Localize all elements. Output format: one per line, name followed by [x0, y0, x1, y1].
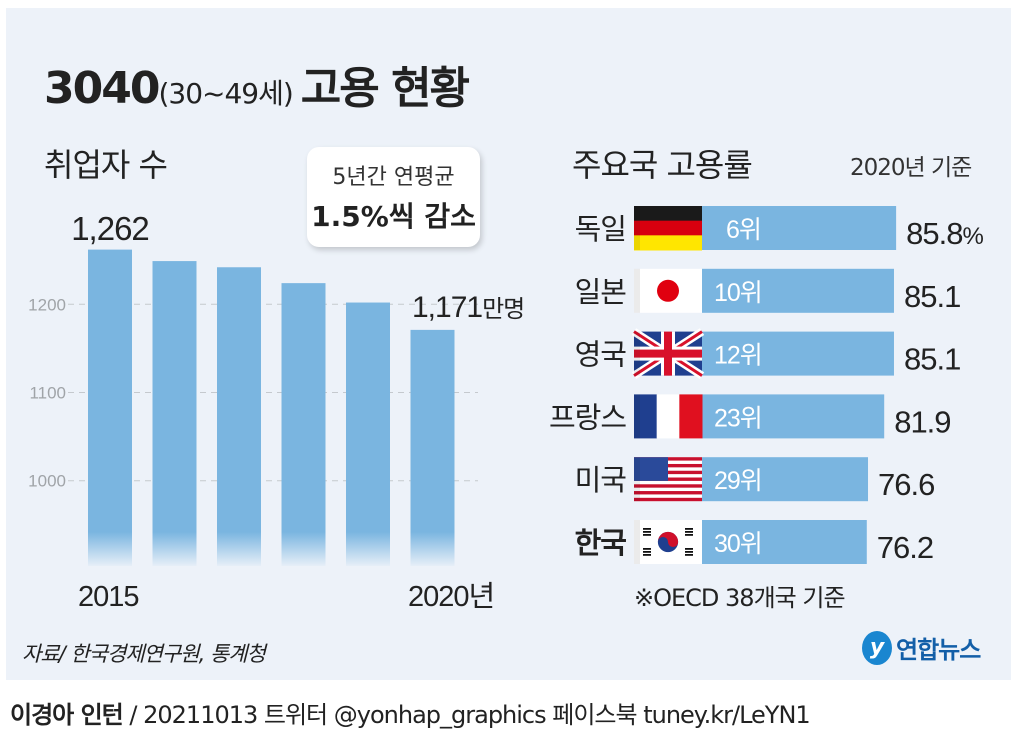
value-label: 76.2	[877, 530, 933, 565]
uk-flag-icon	[631, 328, 705, 379]
bar-2019	[346, 302, 390, 566]
employment-bar-독일	[702, 206, 897, 250]
value-number: 81.9	[894, 404, 950, 439]
y-tick-label: 1100	[29, 384, 66, 403]
employment-bar-한국	[702, 520, 867, 564]
value-unit: %	[962, 223, 983, 250]
value-label: 81.9	[894, 404, 950, 439]
yonhap-logo-text: 연합뉴스	[896, 636, 981, 664]
footer-rest: / 20211013 트위터 @yonhap_graphics 페이스북 tun…	[122, 701, 810, 729]
bar-2020	[410, 329, 455, 566]
data-label-first: 1,262	[71, 210, 149, 247]
x-tick-label: 2015	[78, 581, 139, 613]
bar-2016	[152, 261, 197, 566]
employment-bar-미국	[702, 457, 869, 502]
footer-author: 이경아 인턴	[10, 701, 124, 729]
title-main: 고용 현황	[300, 63, 470, 114]
japan-flag-icon	[634, 268, 702, 313]
value-label: 76.6	[878, 467, 934, 502]
rank-label: 23위	[714, 404, 762, 432]
annotation-line1: 5년간 연평균	[332, 165, 455, 190]
employment-bar-프랑스	[702, 394, 885, 439]
bar-2017	[217, 267, 261, 566]
title-number: 3040	[44, 63, 160, 114]
flag-shadow	[634, 206, 640, 250]
flag-shadow	[634, 457, 640, 502]
flag-shadow	[634, 520, 640, 564]
country-label: 일본	[575, 277, 627, 309]
oecd-note: ※OECD 38개국 기준	[634, 584, 846, 612]
bar-fade-overlay	[80, 532, 480, 568]
y-tick-label: 1000	[28, 472, 66, 491]
country-label: 독일	[575, 214, 626, 246]
title-age-range: (30~49세)	[158, 77, 293, 110]
rank-label: 29위	[714, 467, 762, 495]
country-label: 한국	[575, 527, 627, 560]
footer-credit: 이경아 인턴 / 20211013 트위터 @yonhap_graphics 페…	[10, 695, 811, 730]
rank-label: 12위	[714, 342, 762, 370]
employment-bar-영국	[702, 331, 894, 376]
value-label: 85.8%	[906, 216, 983, 251]
korea-flag-icon	[634, 520, 702, 564]
rank-label: 6위	[726, 216, 761, 244]
left-chart-title: 취업자 수	[44, 146, 168, 184]
annotation-callout: 5년간 연평균 1.5%씩 감소	[307, 147, 480, 247]
yonhap-logo: y 연합뉴스	[862, 630, 981, 665]
value-label: 85.1	[904, 342, 960, 377]
value-number: 85.1	[904, 279, 960, 314]
country-label: 영국	[575, 340, 627, 372]
value-number: 85.8	[906, 216, 962, 251]
source-text: 자료/ 한국경제연구원, 통계청	[22, 642, 266, 666]
flag-shadow	[634, 331, 640, 376]
usa-flag-icon	[634, 457, 702, 502]
flag-shadow	[634, 394, 640, 439]
bar-2015	[88, 249, 132, 566]
flag-shadow	[634, 268, 640, 313]
rank-label: 10위	[714, 279, 762, 307]
right-chart-title: 주요국 고용률	[572, 146, 753, 184]
france-flag-icon	[634, 394, 703, 439]
value-label: 85.1	[904, 279, 960, 314]
bar-2018	[281, 283, 326, 566]
page-title: 3040(30~49세) 고용 현황	[44, 52, 470, 116]
x-tick-label: 2020년	[408, 581, 494, 613]
data-label-last-unit: 만명	[482, 296, 524, 323]
germany-flag-icon	[634, 206, 702, 251]
country-label: 프랑스	[549, 402, 626, 434]
value-number: 76.6	[878, 467, 934, 502]
yonhap-logo-icon: y	[862, 630, 892, 665]
country-label: 미국	[575, 465, 627, 497]
data-label-last-value: 1,171	[412, 291, 482, 324]
value-number: 85.1	[904, 342, 960, 377]
data-label-last: 1,171만명	[412, 291, 524, 324]
employment-bar-일본	[702, 268, 894, 313]
basis-label: 2020년 기준	[850, 155, 972, 181]
value-number: 76.2	[877, 530, 933, 565]
rank-label: 30위	[714, 530, 762, 558]
y-tick-label: 1200	[28, 295, 66, 314]
annotation-line2: 1.5%씩 감소	[311, 200, 476, 233]
